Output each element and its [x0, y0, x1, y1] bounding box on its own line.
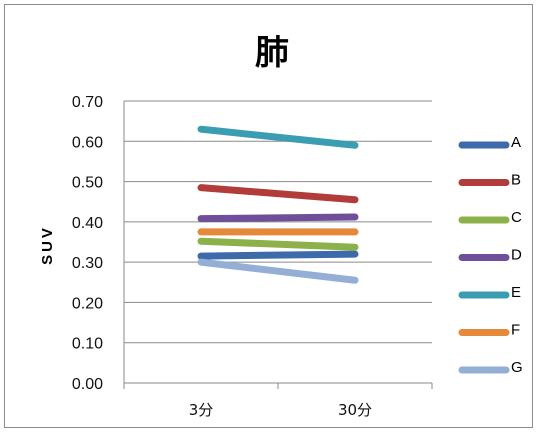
- series-line-d: [197, 213, 359, 223]
- y-axis-label: SUV: [39, 225, 56, 265]
- y-tick-label: 0.10: [72, 336, 103, 353]
- series-line-b: [197, 184, 359, 204]
- y-tick-label: 0.50: [72, 175, 103, 192]
- legend-label-g: G: [511, 359, 523, 376]
- legend-label-c: C: [511, 209, 522, 226]
- series-lines: [197, 125, 359, 284]
- series-line-a: [197, 250, 359, 260]
- legend-label-a: A: [511, 134, 521, 151]
- chart-title: 肺: [255, 33, 289, 73]
- series-line-e: [197, 125, 359, 149]
- series-line-g: [197, 258, 359, 284]
- y-tick-label: 0.20: [72, 295, 103, 312]
- series-line-c: [197, 237, 359, 251]
- legend-label-d: D: [511, 247, 522, 264]
- y-axis-tick-labels: 0.00 0.10 0.20 0.30 0.40 0.50 0.60 0.70: [72, 94, 103, 393]
- x-axis: 3分 30分: [123, 101, 433, 419]
- legend-label-f: F: [511, 322, 520, 339]
- y-tick-label: 0.70: [72, 94, 103, 111]
- legend-label-b: B: [511, 172, 521, 189]
- grid: [124, 100, 432, 344]
- y-tick-label: 0.40: [72, 215, 103, 232]
- y-tick-label: 0.00: [72, 376, 103, 393]
- x-tick-label: 3分: [189, 401, 214, 419]
- x-tick-label: 30分: [338, 401, 372, 419]
- legend-label-e: E: [511, 284, 521, 301]
- legend: A B C D E F G: [458, 134, 523, 376]
- y-tick-label: 0.60: [72, 134, 103, 151]
- y-tick-label: 0.30: [72, 255, 103, 272]
